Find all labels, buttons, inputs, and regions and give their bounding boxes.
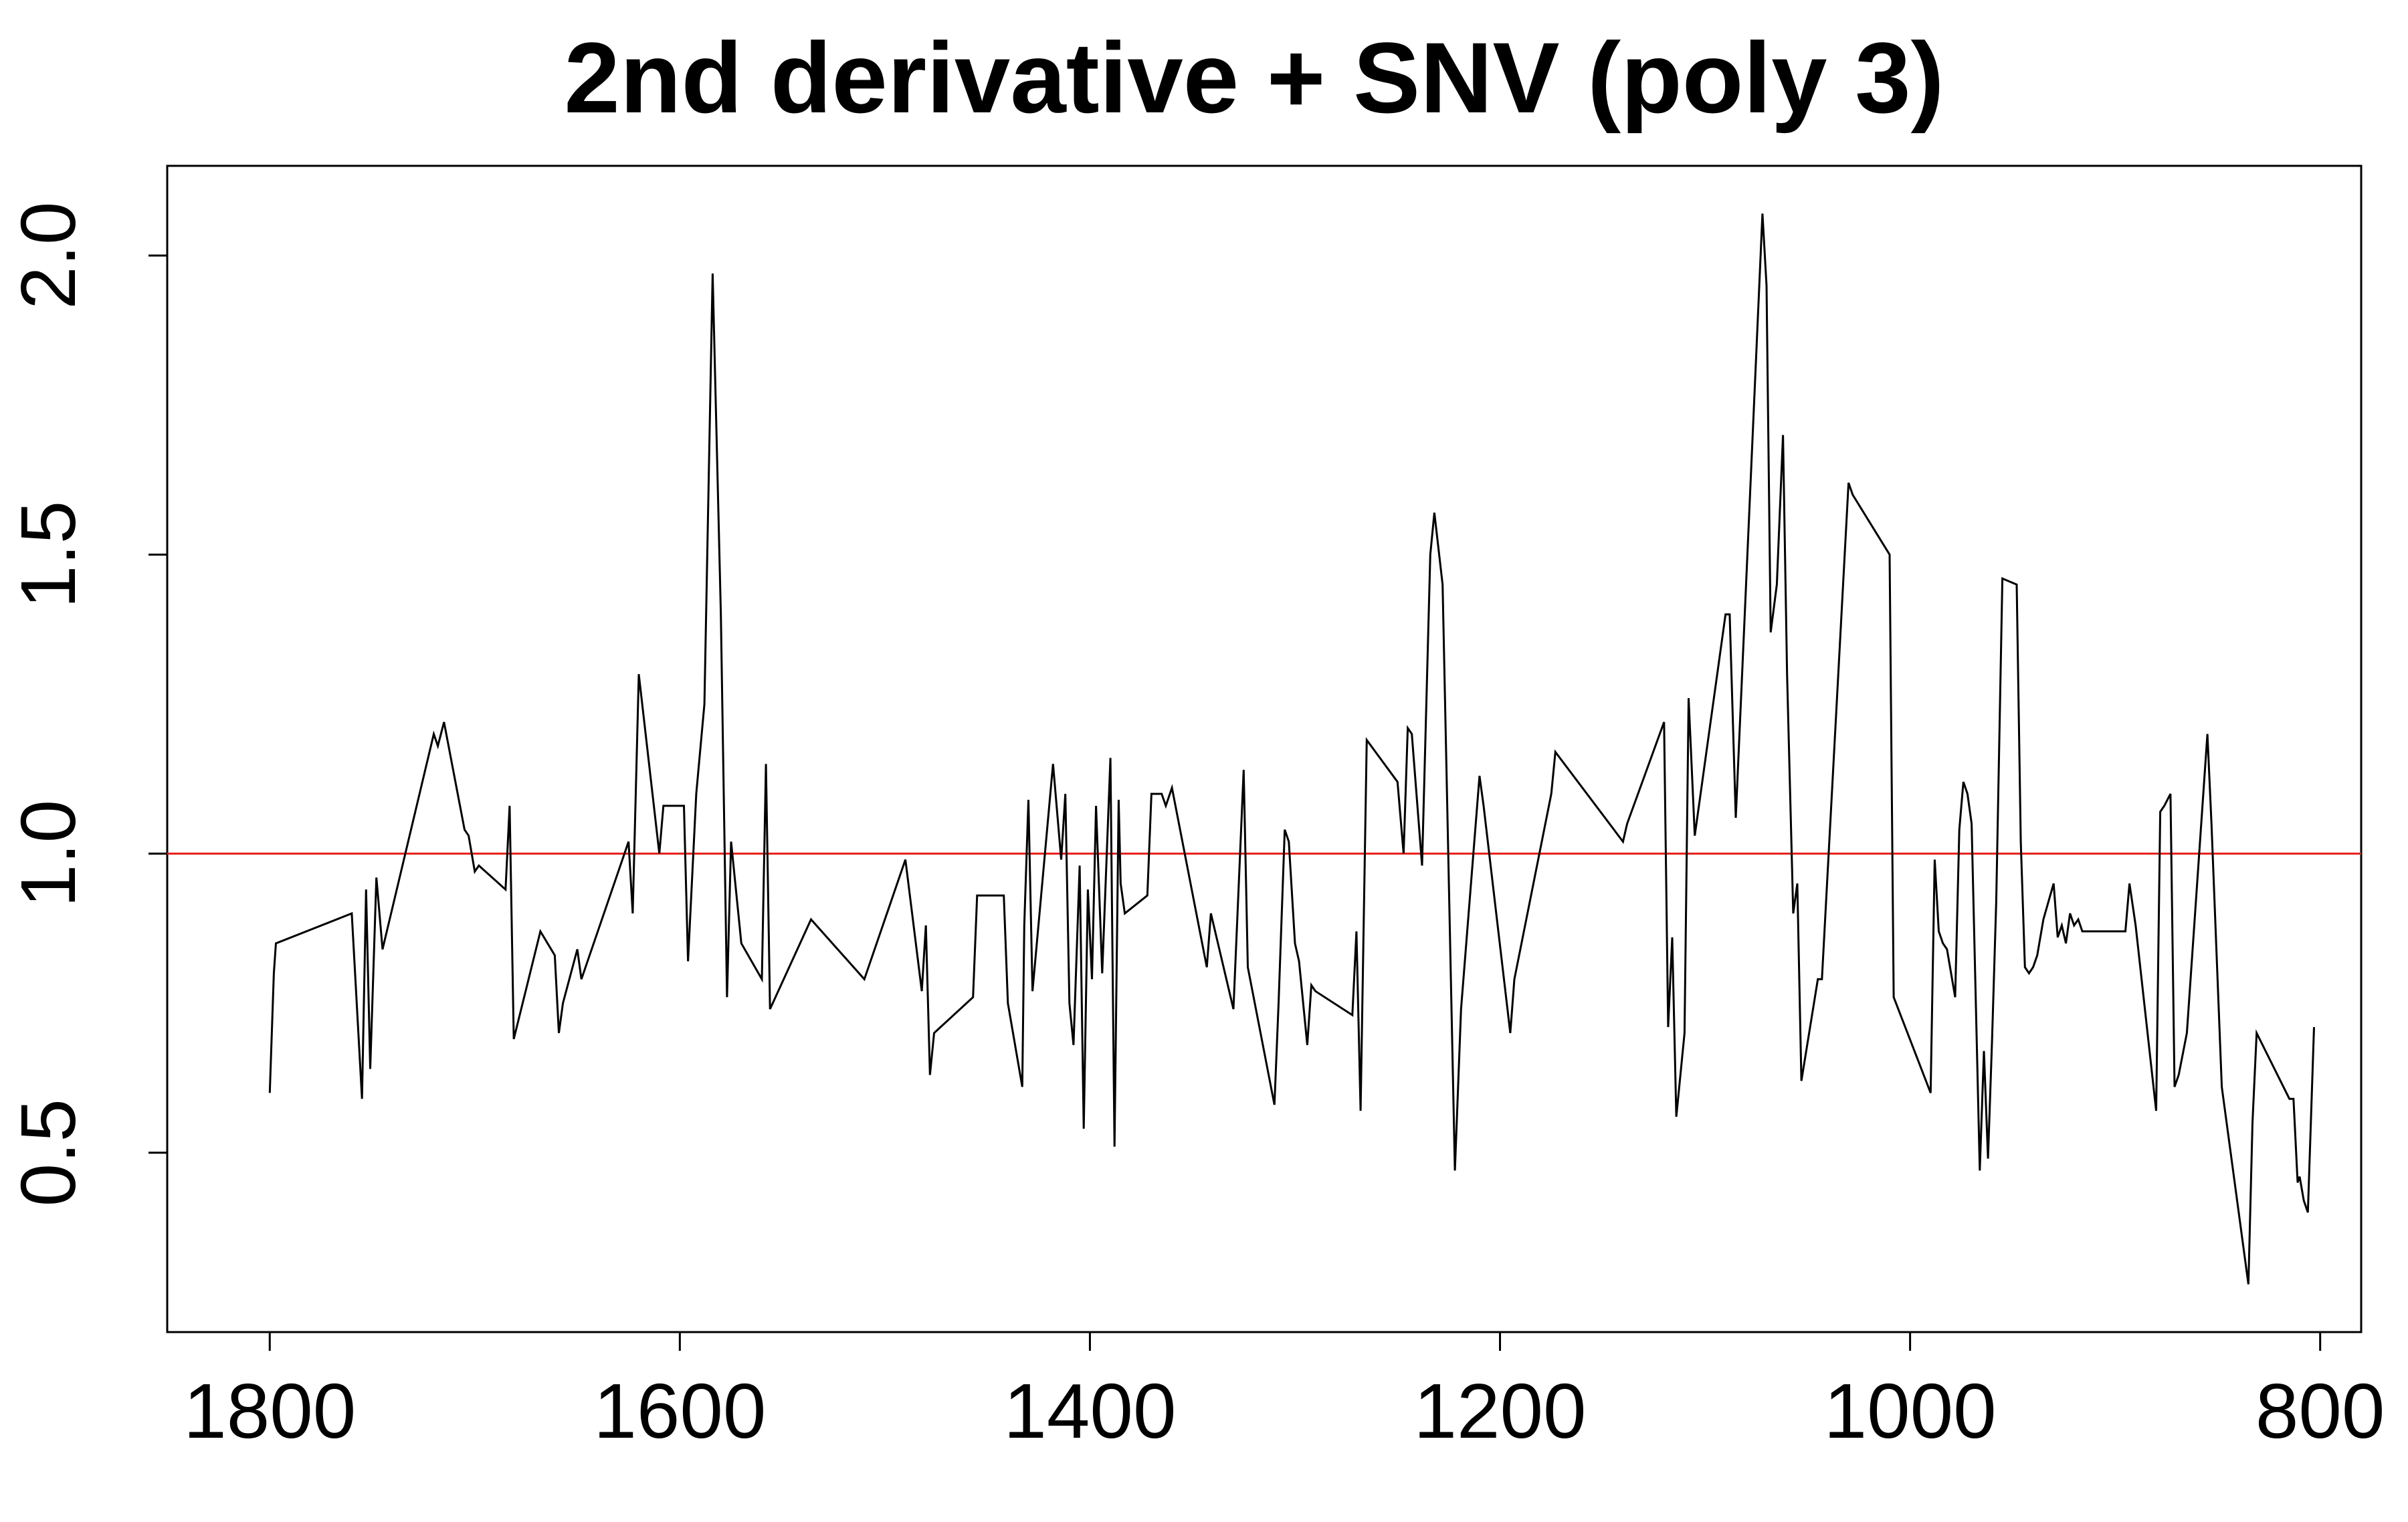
y-axis: 0.5 1.0 1.5 2.0	[5, 202, 169, 1206]
x-tick-label: 1600	[593, 1368, 766, 1454]
y-tick-label: 0.5	[5, 1099, 92, 1206]
x-tick-label: 800	[2255, 1368, 2385, 1454]
y-tick-label: 1.0	[5, 800, 92, 907]
plot-frame	[166, 165, 2363, 1333]
x-tick-label: 1200	[1413, 1368, 1586, 1454]
y-tick-label: 1.5	[5, 501, 92, 609]
x-tick-label: 1000	[1824, 1368, 1997, 1454]
y-tick-label: 2.0	[5, 202, 92, 310]
series-layer	[268, 213, 2315, 1285]
chart-title: 2nd derivative + SNV (poly 3)	[564, 21, 1944, 134]
series-line	[268, 213, 2315, 1285]
x-tick-label: 1800	[183, 1368, 356, 1454]
x-axis: 1800 1600 1400 1200 1000 800	[183, 1331, 2385, 1454]
x-tick-label: 1400	[1003, 1368, 1176, 1454]
